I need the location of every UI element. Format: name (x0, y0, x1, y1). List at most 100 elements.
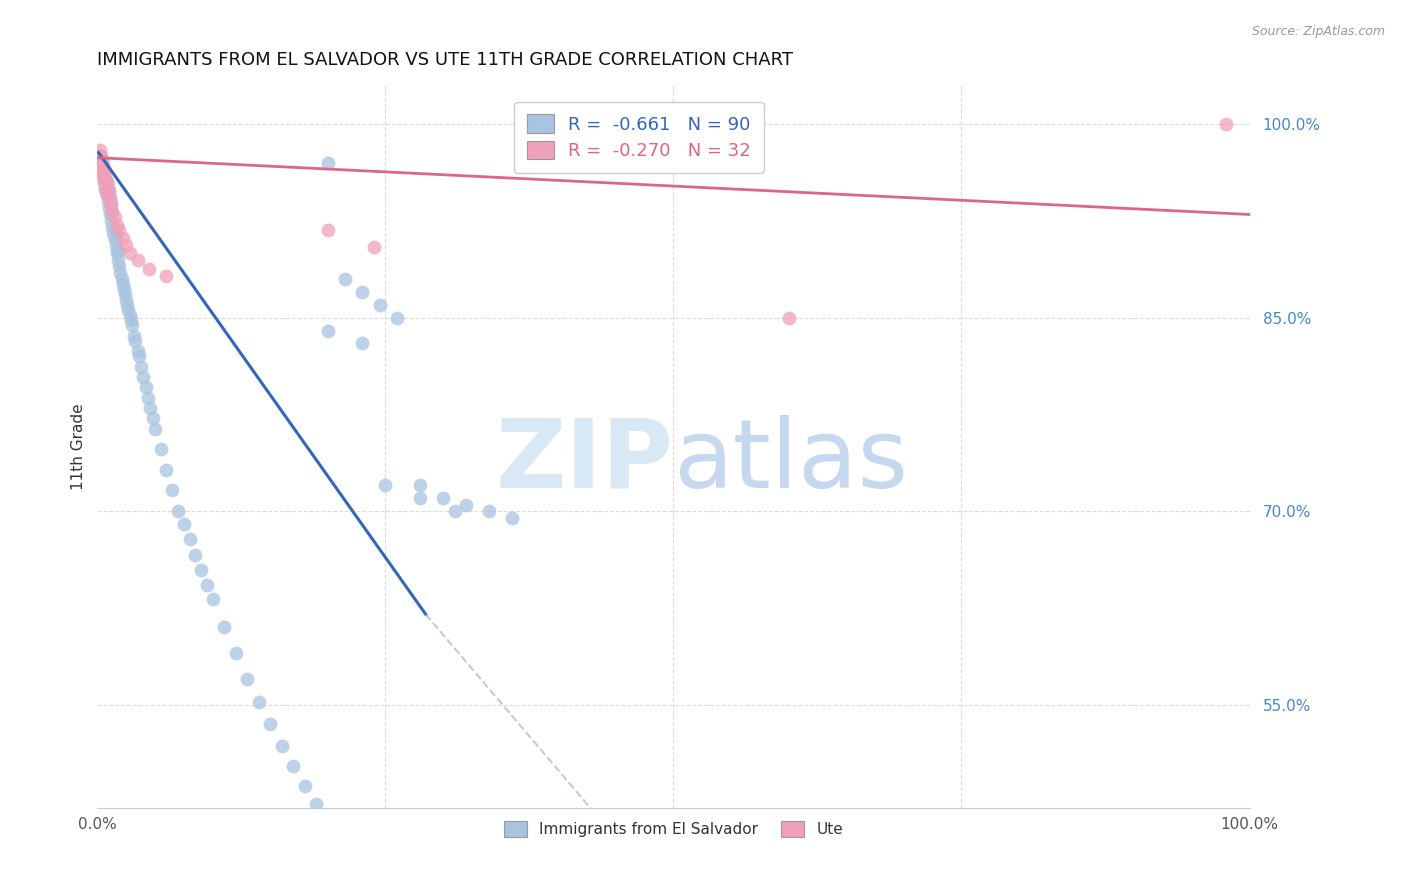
Point (100, 197, 122, 211)
Point (93, 165, 115, 179)
Point (316, 156, 339, 170)
Point (87, 149, 110, 163)
Point (108, 223, 131, 237)
Point (93, 175, 115, 189)
Point (91, 156, 114, 170)
Point (103, 227, 125, 241)
Point (385, 310, 408, 325)
Point (90, 153, 112, 168)
Point (101, 205, 124, 219)
Point (91, 160, 114, 174)
Point (105, 246, 128, 260)
Point (115, 238, 138, 252)
Point (89, 149, 111, 163)
Point (91, 166, 114, 180)
Point (97, 179, 120, 194)
Point (93, 165, 115, 179)
Point (142, 411, 165, 425)
Point (409, 491, 432, 506)
Point (179, 533, 201, 547)
Point (132, 370, 155, 384)
Point (173, 516, 195, 531)
Point (184, 548, 207, 562)
Point (93, 175, 115, 189)
Point (114, 287, 136, 301)
Point (107, 244, 129, 258)
Point (149, 442, 172, 457)
Point (105, 218, 128, 232)
Point (104, 233, 127, 247)
Point (409, 478, 432, 492)
Point (167, 504, 190, 518)
Point (374, 478, 396, 492)
Point (270, 739, 292, 753)
Point (118, 308, 141, 322)
Point (100, 197, 122, 211)
Point (333, 272, 356, 286)
Point (101, 205, 124, 219)
Point (98, 207, 121, 221)
Point (118, 246, 141, 260)
Point (121, 318, 143, 333)
Point (225, 646, 247, 660)
Point (778, 310, 800, 325)
Legend: Immigrants from El Salvador, Ute: Immigrants from El Salvador, Ute (498, 815, 849, 844)
Point (91, 153, 114, 168)
Point (136, 391, 159, 405)
Point (96, 175, 118, 189)
Point (363, 240, 385, 254)
Point (91, 169, 114, 183)
Point (110, 266, 132, 280)
Point (96, 188, 118, 202)
Point (138, 261, 160, 276)
Point (91, 169, 114, 183)
Point (112, 282, 135, 296)
Point (94, 182, 117, 196)
Point (117, 302, 139, 317)
Point (155, 269, 177, 284)
Point (96, 188, 118, 202)
Point (91, 159, 114, 173)
Point (122, 328, 145, 343)
Point (129, 359, 152, 374)
Point (115, 293, 138, 307)
Point (236, 672, 259, 686)
Point (128, 349, 150, 363)
Point (120, 313, 142, 327)
Point (316, 223, 339, 237)
Point (305, 797, 328, 811)
Point (90, 159, 112, 173)
Point (89, 153, 111, 168)
Point (111, 277, 134, 292)
Point (89, 159, 111, 173)
Point (352, 336, 374, 351)
Point (94, 171, 117, 186)
Point (104, 223, 127, 237)
Point (443, 504, 465, 518)
Text: IMMIGRANTS FROM EL SALVADOR VS UTE 11TH GRADE CORRELATION CHART: IMMIGRANTS FROM EL SALVADOR VS UTE 11TH … (97, 51, 793, 69)
Point (94, 171, 117, 186)
Point (97, 184, 120, 198)
Point (97, 184, 120, 198)
Point (127, 344, 149, 359)
Point (104, 230, 127, 244)
Point (190, 564, 212, 578)
Point (1215, 117, 1237, 131)
Point (352, 285, 374, 299)
Point (100, 214, 122, 228)
Point (91, 162, 114, 177)
Text: atlas: atlas (673, 415, 908, 508)
Point (155, 463, 177, 477)
Point (143, 421, 166, 435)
Point (117, 298, 139, 312)
Point (259, 717, 281, 731)
Point (135, 380, 157, 394)
Point (111, 230, 134, 244)
Point (97, 201, 120, 215)
Point (283, 759, 305, 773)
Point (97, 194, 120, 209)
Point (127, 252, 149, 267)
Point (104, 240, 127, 254)
Point (94, 182, 117, 196)
Point (108, 259, 131, 273)
